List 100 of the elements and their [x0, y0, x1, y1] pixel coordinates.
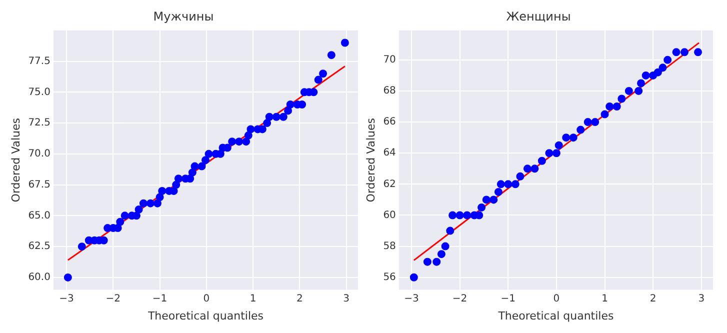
y-tick-label: 77.5: [28, 56, 50, 67]
point: [64, 273, 72, 282]
point: [120, 212, 129, 220]
point: [658, 64, 667, 72]
x-tick-label: 2: [296, 293, 303, 304]
point: [612, 102, 621, 111]
point: [637, 79, 646, 88]
point: [606, 102, 614, 111]
y-tick-label: 62: [383, 178, 396, 190]
x-tick-label: 0: [203, 293, 210, 304]
point: [314, 76, 322, 84]
point: [530, 164, 539, 173]
point: [279, 112, 288, 121]
point: [235, 138, 244, 146]
point: [286, 100, 294, 109]
point: [448, 211, 457, 220]
point: [694, 48, 702, 56]
point: [327, 51, 336, 60]
y-tick-label: 62.5: [28, 241, 50, 252]
point: [482, 196, 490, 204]
point: [265, 112, 274, 121]
y-tick-label: 68: [383, 86, 396, 97]
x-tick-label: 3: [343, 293, 350, 304]
point: [490, 196, 498, 204]
point: [554, 141, 563, 150]
point: [591, 118, 600, 126]
point: [618, 94, 626, 103]
point: [172, 180, 180, 189]
point: [134, 206, 143, 214]
point: [600, 110, 609, 118]
y-tick-label: 56: [383, 272, 396, 283]
point: [78, 242, 86, 251]
x-tick-label: −2: [452, 293, 468, 304]
point: [116, 218, 124, 226]
x-tick-label: −3: [404, 293, 419, 304]
chart-title: Мужчины: [153, 9, 214, 24]
point: [523, 164, 532, 173]
point: [456, 211, 464, 220]
point: [228, 138, 236, 146]
point: [504, 180, 512, 188]
point: [642, 71, 650, 80]
point: [139, 199, 148, 208]
point: [538, 156, 546, 165]
point: [584, 118, 592, 126]
x-tick-label: 3: [698, 293, 705, 304]
x-tick-label: −1: [500, 293, 516, 304]
point: [664, 56, 672, 64]
point: [446, 226, 454, 235]
chart-title: Женщины: [506, 9, 571, 24]
point: [284, 106, 292, 115]
point: [174, 174, 182, 183]
x-tick-label: −2: [106, 293, 121, 304]
y-tick-label: 72.5: [28, 118, 50, 129]
point: [190, 162, 199, 170]
point: [576, 126, 585, 134]
point: [242, 138, 250, 146]
point: [340, 38, 349, 47]
point: [624, 86, 633, 95]
y-tick-label: 75.0: [28, 86, 50, 98]
point: [244, 131, 252, 140]
x-tick-label: 2: [650, 293, 656, 304]
point: [562, 134, 570, 142]
point: [319, 70, 328, 78]
x-tick-label: 1: [602, 293, 608, 304]
point: [437, 250, 446, 258]
y-tick-label: 60.0: [28, 272, 50, 284]
point: [494, 188, 502, 196]
x-tick-label: 1: [250, 293, 256, 304]
point: [516, 172, 524, 180]
y-tick-label: 70: [383, 54, 396, 66]
point: [423, 258, 432, 266]
y-tick-label: 70.0: [28, 148, 50, 160]
x-tick-label: −3: [59, 293, 74, 304]
y-tick-label: 67.5: [28, 179, 50, 190]
point: [158, 186, 166, 195]
point: [654, 68, 662, 76]
point: [672, 48, 680, 56]
point: [198, 162, 206, 170]
point: [153, 199, 162, 208]
point: [202, 156, 210, 164]
x-axis-title: Theoretical quantiles: [146, 309, 264, 322]
y-tick-label: 66: [383, 116, 396, 128]
point: [410, 273, 418, 282]
y-axis-title: Ordered Values: [364, 118, 378, 202]
point: [263, 119, 272, 128]
point: [246, 125, 255, 134]
y-axis-title: Ordered Values: [9, 118, 22, 202]
point: [188, 168, 196, 176]
y-tick-label: 58: [383, 240, 396, 252]
point: [272, 112, 280, 121]
point: [204, 150, 213, 158]
point: [545, 149, 554, 158]
point: [634, 86, 643, 95]
point: [146, 199, 154, 208]
x-tick-label: −1: [152, 293, 168, 304]
point: [432, 258, 441, 266]
x-axis-title: Theoretical quantiles: [497, 309, 614, 322]
point: [463, 211, 472, 220]
point: [569, 134, 578, 142]
x-tick-label: 0: [553, 293, 560, 304]
